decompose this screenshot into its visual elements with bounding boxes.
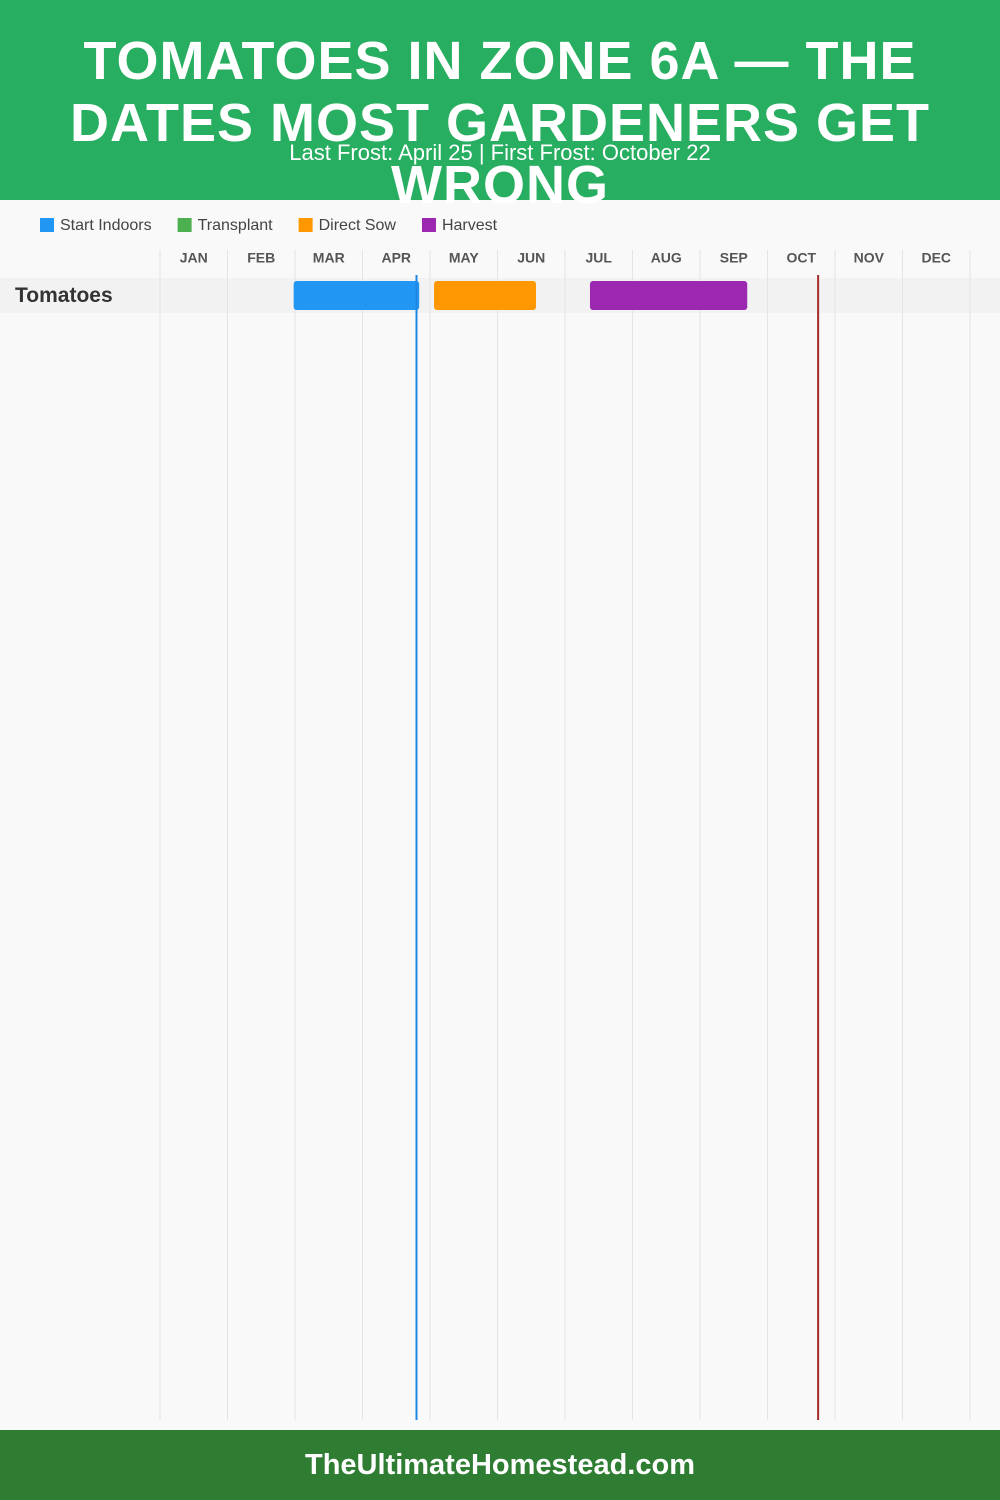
x-tick-label: JUN (517, 250, 545, 266)
footer: TheUltimateHomestead.com (0, 1430, 1000, 1500)
x-tick-label: JAN (180, 250, 208, 266)
legend-swatch (421, 218, 436, 232)
x-tick-label: APR (381, 250, 411, 266)
x-tick-label: NOV (854, 250, 885, 266)
legend-label: Harvest (442, 217, 498, 234)
x-tick-label: JUL (586, 250, 613, 266)
legend-label: Start Indoors (60, 217, 152, 234)
x-tick-label: MAR (313, 250, 345, 266)
x-tick-label: AUG (651, 250, 682, 266)
legend-label: Transplant (198, 217, 274, 234)
legend-swatch (177, 218, 192, 232)
row-label: Tomatoes (15, 284, 113, 307)
x-tick-label: OCT (786, 250, 816, 266)
legend-label: Direct Sow (319, 217, 397, 234)
bar (434, 281, 536, 310)
header: TOMATOES IN ZONE 6A — THE DATES MOST GAR… (0, 0, 1000, 215)
legend-swatch (298, 218, 313, 232)
x-tick-label: FEB (247, 250, 275, 266)
x-tick-label: DEC (921, 250, 951, 266)
bar (293, 281, 420, 310)
chart-subtitle: Last Frost: April 25 | First Frost: Octo… (289, 140, 711, 165)
x-tick-label: SEP (720, 250, 748, 266)
x-tick-label: MAY (449, 250, 479, 266)
chart: JAN FEB MAR APR MAY JUN JUL AUG SEP OCT NOV DEC Star… (0, 217, 1000, 1420)
chart-title: TOMATOES IN ZONE 6A — THE DATES MOST GAR… (69, 31, 931, 215)
legend-swatch (40, 218, 54, 232)
bar (589, 281, 748, 310)
